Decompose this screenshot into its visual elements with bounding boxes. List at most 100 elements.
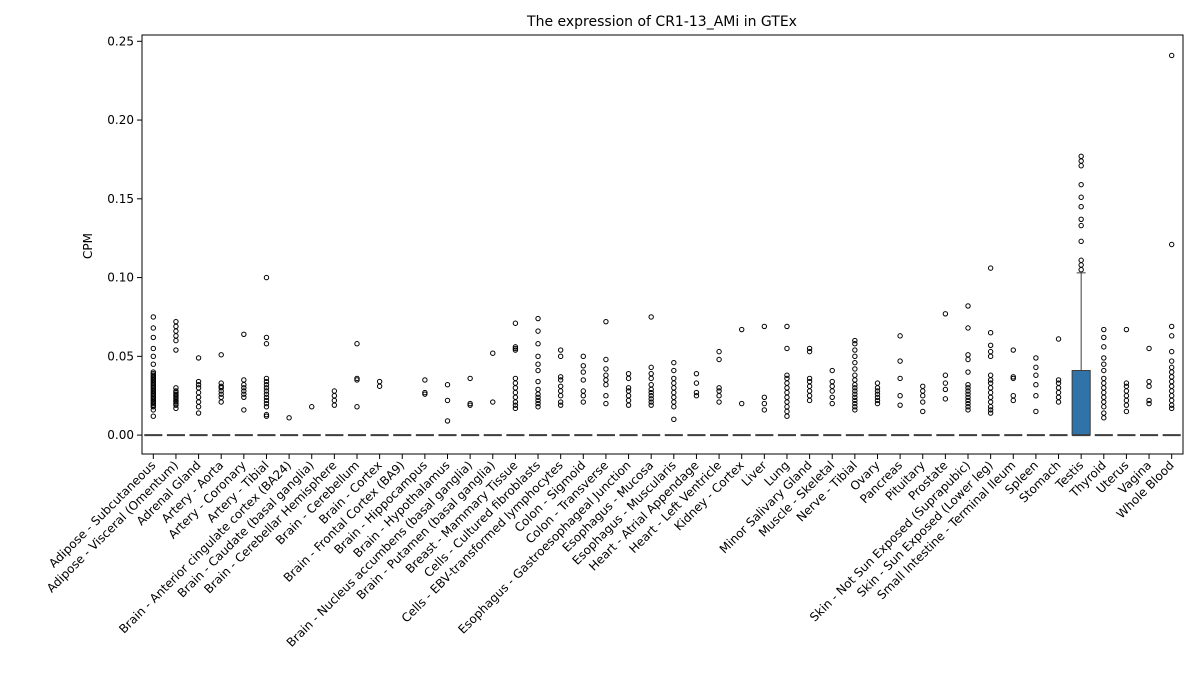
y-tick-label: 0.15 [107,192,134,206]
outlier-point [1078,216,1084,222]
outlier-point [1168,358,1175,364]
outlier-point [150,325,157,331]
outlier-point [557,377,564,383]
outlier-point [671,416,677,423]
outlier-point [444,397,451,404]
outlier-point [218,394,224,400]
outlier-point [150,413,157,419]
outlier-point [580,393,586,399]
outlier-point [965,388,971,394]
outlier-point [1168,369,1175,375]
outlier-point [1146,383,1152,389]
outlier-point [195,389,202,396]
outlier-point [241,394,247,400]
outlier-point [1168,388,1175,394]
outlier-point [1123,326,1130,333]
outlier-point [739,400,745,407]
outlier-point [987,372,994,378]
outlier-point [535,328,541,334]
outlier-point [920,388,926,394]
outlier-point [557,402,564,408]
outlier-point [671,385,677,391]
outlier-point [286,415,292,421]
outlier-point [263,391,270,397]
outlier-point [1123,397,1130,404]
outlier-point [1078,158,1084,164]
outlier-point [580,353,586,360]
outlier-point [195,385,202,391]
y-tick-label: 0.00 [107,428,134,442]
outlier-point [874,394,881,400]
outlier-point [354,404,360,410]
outlier-point [965,404,971,410]
outlier-point [535,391,541,397]
outlier-point [241,391,247,397]
plot-frame [141,34,1184,455]
outlier-point [829,388,835,394]
outlier-point [874,391,881,397]
outlier-point [852,391,858,397]
outlier-point [965,385,971,391]
outlier-point [195,381,202,388]
outlier-point [920,393,926,399]
outlier-point [1101,344,1107,350]
outlier-point [693,370,700,377]
outlier-point [852,400,858,407]
outlier-point [1101,361,1107,367]
y-axis-label: CPM [81,233,95,259]
outlier-point [965,407,971,413]
outlier-point [987,410,994,416]
outlier-point [1078,153,1084,159]
outlier-point [580,399,586,405]
outlier-point [716,399,722,405]
outlier-point [897,358,903,364]
outlier-point [648,370,654,377]
outlier-point [1078,257,1084,263]
outlier-point [625,402,632,408]
outlier-point [173,328,179,334]
outlier-point [648,402,654,408]
outlier-point [354,377,360,383]
outlier-point [173,333,179,339]
outlier-point [263,334,270,341]
outlier-point [1146,378,1152,385]
outlier-point [987,407,994,413]
box-series [144,272,1181,437]
outlier-point [852,407,858,413]
outlier-point [557,347,564,353]
outlier-point [761,323,768,330]
outlier-point [173,337,179,344]
outlier-point [897,375,903,382]
outlier-point [852,397,858,404]
outlier-point [1078,203,1084,210]
outlier-point [671,359,677,366]
outlier-point [671,367,677,374]
outlier-point [557,393,564,399]
y-axis: 0.00 0.05 0.10 0.15 0.20 0.25 [107,34,142,442]
outlier-point [784,399,790,405]
outlier-point [150,372,157,378]
outlier-point [693,393,700,399]
outlier-point [1033,393,1039,399]
outlier-point [263,400,270,407]
outlier-point [1010,397,1016,404]
outlier-point [1101,355,1107,361]
outlier-point [693,389,700,396]
outlier-point [173,391,179,397]
outlier-point [1033,381,1039,388]
outlier-point [603,356,609,363]
outlier-point [603,393,609,399]
outlier-point [1033,355,1039,361]
outlier-point [942,311,949,317]
outlier-point [942,380,949,386]
y-tick-label: 0.25 [107,34,134,48]
outlier-point [1123,402,1130,408]
outlier-point [535,394,541,400]
outlier-point [1055,336,1062,342]
outlier-point [535,400,541,407]
outlier-point [1168,378,1175,385]
outlier-point [987,399,994,405]
outlier-point [874,400,881,407]
outlier-point [603,318,609,325]
outlier-point [987,342,994,349]
